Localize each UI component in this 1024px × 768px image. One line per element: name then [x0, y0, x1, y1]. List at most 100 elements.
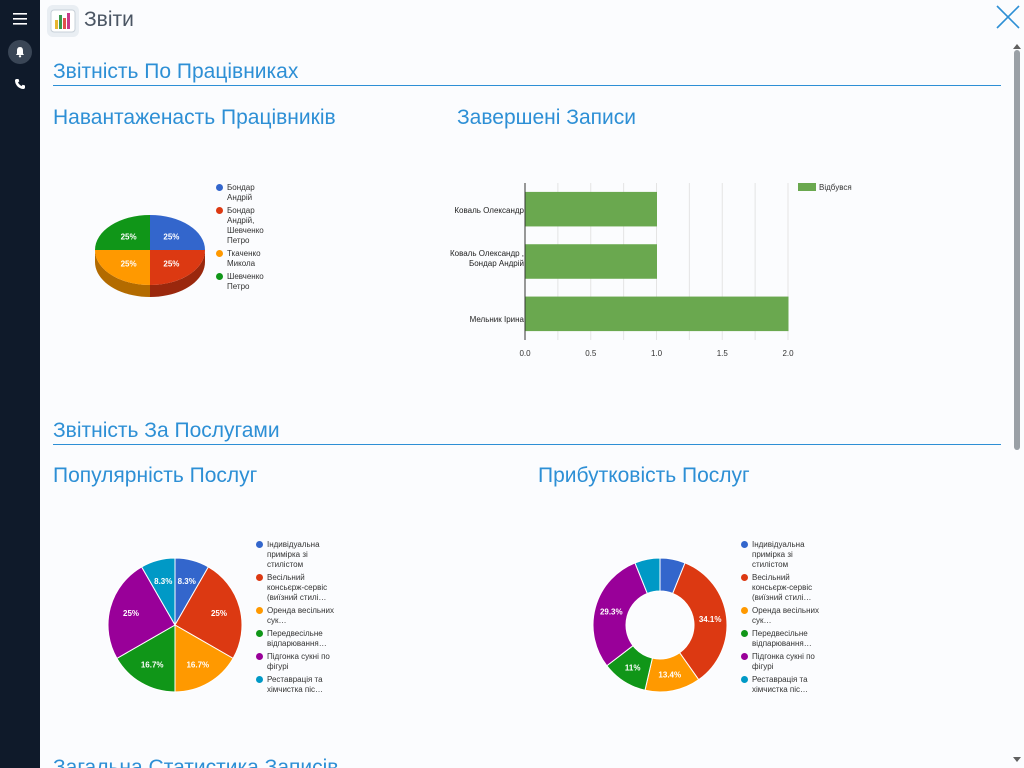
section-divider [53, 85, 1001, 86]
pie-slice-label: 8.3% [154, 577, 172, 586]
pie-slice[interactable] [634, 557, 661, 595]
pie-slice[interactable] [150, 250, 205, 285]
legend-item[interactable]: Реставрація та хімчистка піс… [256, 675, 336, 695]
phone-icon[interactable] [8, 72, 32, 96]
bell-icon[interactable] [8, 40, 32, 64]
legend-item[interactable]: Весільний консьєрж-сервіс (виїзний стилі… [256, 573, 336, 603]
section-title-general: Загальна Статистика Записів [53, 756, 339, 768]
x-tick-label: 2.0 [782, 349, 794, 358]
legend-item[interactable]: Весільний консьєрж-сервіс (виїзний стилі… [741, 573, 821, 603]
pie-slice-side [150, 250, 205, 297]
pie-slice[interactable] [174, 566, 243, 660]
legend-dot-icon [216, 207, 223, 214]
pie-slice-label: 29.3% [600, 608, 623, 617]
legend-item[interactable]: Підгонка сукні по фігурі [741, 652, 821, 672]
section-divider [53, 444, 1001, 445]
bar[interactable] [525, 296, 789, 332]
legend-item[interactable]: Індивідуальна примірка зі стилістом [256, 540, 336, 570]
reports-window: Звіти Звітність По Працівниках Навантаже… [40, 0, 1024, 768]
legend-dot-icon [256, 653, 263, 660]
profitability-legend: Індивідуальна примірка зі стилістом Весі… [741, 540, 821, 698]
scroll-down-arrow-icon[interactable] [1013, 757, 1021, 762]
pie-slice-label: 13.4% [658, 671, 681, 680]
pie-slice[interactable] [174, 624, 234, 693]
workload-pie-chart: 25% 25% 25% 25% [95, 215, 205, 297]
section-title-employees: Звітність По Працівниках [53, 60, 299, 83]
legend-item[interactable]: Ткаченко Микола [216, 249, 276, 269]
window-header: Звіти [40, 0, 1024, 40]
legend-item[interactable]: Шевченко Петро [216, 272, 276, 292]
completed-legend: Відбувся [798, 183, 852, 192]
legend-item[interactable]: Бондар Андрій [216, 183, 276, 203]
bar-category-label: Мельник Ірина [469, 315, 524, 324]
legend-item[interactable]: Передвесільне відпарювання… [741, 629, 821, 649]
legend-dot-icon [741, 607, 748, 614]
legend-dot-icon [216, 184, 223, 191]
legend-dot-icon [741, 630, 748, 637]
workload-legend: Бондар Андрій Бондар Андрій, Шевченко Пе… [216, 183, 276, 295]
pie-slice[interactable] [672, 562, 728, 681]
pie-slice-label: 34.1% [699, 615, 722, 624]
legend-dot-icon [741, 541, 748, 548]
pie-slice[interactable] [116, 624, 176, 693]
profitability-donut-chart: 34.1% 13.4% 11% 29.3% [592, 557, 728, 693]
section-title-services: Звітність За Послугами [53, 419, 280, 442]
bar-category-label: Коваль Олександр , Бондар Андрій [449, 249, 524, 268]
bar-category-label: Коваль Олександр [454, 206, 524, 215]
popularity-legend: Індивідуальна примірка зі стилістом Весі… [256, 540, 336, 698]
pie-slice-side [95, 250, 150, 297]
pie-slice-label: 16.7% [141, 660, 164, 669]
close-icon[interactable] [994, 3, 1022, 31]
bar[interactable] [525, 191, 658, 227]
chart-title-popularity: Популярність Послуг [53, 464, 258, 487]
pie-slice-label: 8.3% [178, 577, 196, 586]
legend-dot-icon [216, 250, 223, 257]
x-tick-label: 1.5 [717, 349, 729, 358]
popularity-pie-chart: 8.3% 25% 16.7% 16.7% 25% 8.3% [107, 557, 243, 693]
legend-dot-icon [741, 653, 748, 660]
legend-dot-icon [256, 676, 263, 683]
pie-slice[interactable] [140, 557, 176, 627]
pie-slice-label: 25% [121, 260, 137, 269]
pie-slice[interactable] [95, 215, 150, 250]
bar[interactable] [525, 244, 658, 279]
menu-icon[interactable] [8, 7, 32, 31]
pie-slice[interactable] [95, 250, 150, 285]
legend-dot-icon [256, 541, 263, 548]
pie-slice-label: 25% [211, 609, 227, 618]
scroll-up-arrow-icon[interactable] [1013, 44, 1021, 49]
reports-app-icon [47, 5, 79, 37]
legend-dot-icon [216, 273, 223, 280]
legend-item[interactable]: Передвесільне відпарювання… [256, 629, 336, 649]
x-tick-label: 0.0 [519, 349, 531, 358]
pie-slice[interactable] [150, 215, 205, 250]
scrollbar-thumb[interactable] [1014, 50, 1020, 450]
chart-title-profitability: Прибутковість Послуг [538, 464, 750, 487]
x-tick-label: 0.5 [585, 349, 597, 358]
pie-slice[interactable] [107, 566, 176, 660]
x-tick-label: 1.0 [651, 349, 663, 358]
legend-item[interactable]: Бондар Андрій, Шевченко Петро [216, 206, 276, 246]
pie-slice-label: 25% [121, 232, 137, 241]
legend-item[interactable]: Реставрація та хімчистка піс… [741, 675, 821, 695]
legend-dot-icon [256, 607, 263, 614]
legend-item[interactable]: Підгонка сукні по фігурі [256, 652, 336, 672]
pie-slice-label: 16.7% [186, 660, 209, 669]
pie-slice[interactable] [592, 562, 648, 667]
legend-dot-icon [256, 574, 263, 581]
legend-dot-icon [741, 676, 748, 683]
legend-dot-icon [256, 630, 263, 637]
legend-item[interactable]: Оренда весільних сук… [256, 606, 336, 626]
sidebar [0, 0, 40, 768]
pie-slice-label: 25% [163, 260, 179, 269]
pie-slice-label: 11% [625, 663, 641, 672]
window-title: Звіти [84, 8, 134, 31]
chart-title-workload: Навантаженасть Працівників [53, 106, 336, 129]
pie-slice-label: 25% [163, 232, 179, 241]
completed-bar-chart: 0.0 0.5 1.0 1.5 2.0 [519, 183, 794, 358]
legend-dot-icon [741, 574, 748, 581]
legend-item[interactable]: Оренда весільних сук… [741, 606, 821, 626]
legend-item[interactable]: Індивідуальна примірка зі стилістом [741, 540, 821, 570]
chart-title-completed: Завершені Записи [457, 106, 636, 129]
legend-swatch-icon [798, 183, 816, 191]
